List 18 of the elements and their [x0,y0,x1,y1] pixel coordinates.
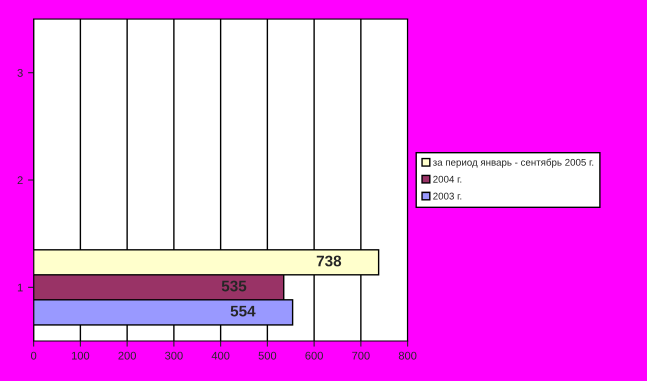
data-label: 535 [222,280,246,292]
x-tick-label: 400 [212,352,230,360]
legend-label: 2004 г. [433,176,462,183]
data-label: 554 [230,306,256,316]
x-tick-label: 0 [30,352,36,360]
x-tick-label: 800 [398,352,416,360]
y-tick-label: 1 [18,284,23,292]
data-label: 738 [316,256,342,266]
x-tick-label: 100 [72,352,90,360]
x-tick-label: 600 [305,352,323,360]
y-tick-label: 2 [18,176,23,184]
y-tick-label: 3 [17,68,23,77]
x-tick-label: 700 [352,352,370,360]
x-tick-label: 200 [118,352,136,360]
x-tick-label: 300 [165,352,183,360]
legend-label: за период январь - сентябрь 2005 г. [432,158,594,168]
x-tick-label: 500 [258,352,276,360]
legend-label: 2003 г. [433,192,462,200]
